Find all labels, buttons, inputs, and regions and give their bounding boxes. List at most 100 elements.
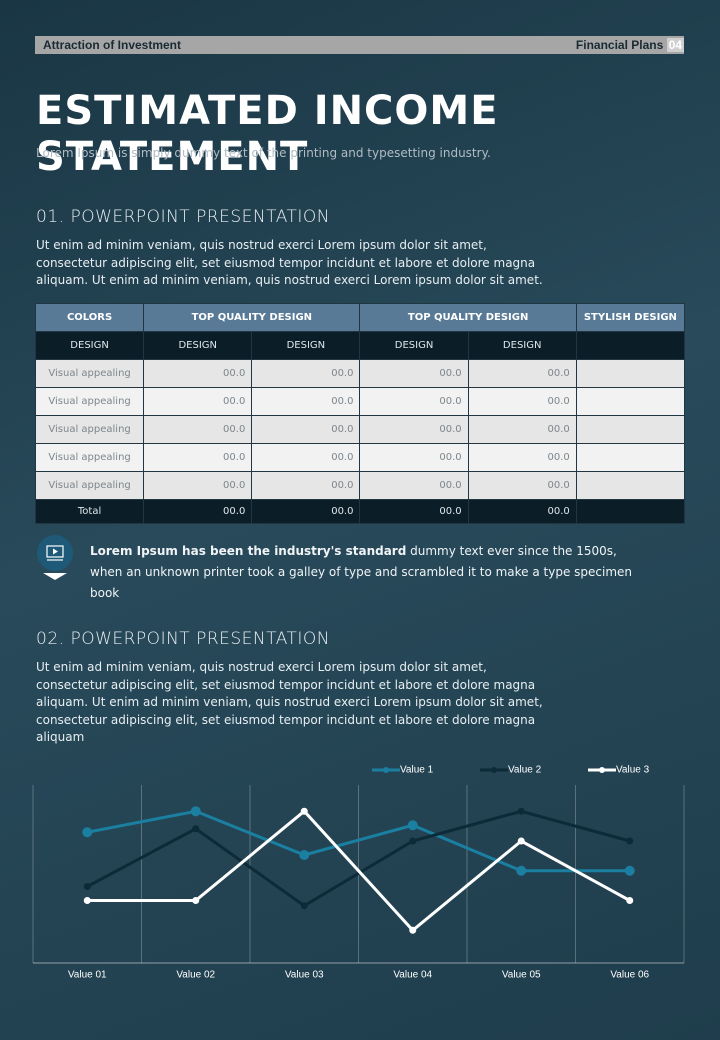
value-cell: 00.0 — [251, 387, 361, 416]
subheader-cell: DESIGN — [34, 331, 145, 360]
table-body: COLORS TOP QUALITY DESIGN TOP QUALITY DESI… — [34, 303, 686, 524]
point — [300, 807, 308, 815]
x-tick-label: Value 06 — [610, 970, 649, 981]
point — [192, 825, 200, 833]
legend-label: Value 3 — [616, 765, 650, 776]
point — [190, 806, 201, 817]
column-header: TOP QUALITY DESIGN — [143, 303, 361, 332]
point — [192, 897, 200, 904]
point — [517, 807, 525, 815]
point — [624, 865, 635, 876]
value-cell: 00.0 — [251, 359, 361, 388]
value-cell: 00.0 — [467, 387, 577, 416]
value-cell: 00.0 — [251, 443, 361, 472]
value-cell: 00.0 — [359, 443, 469, 472]
point — [300, 902, 308, 910]
empty-cell — [575, 415, 686, 444]
title: ESTIMATED INCOME STATEMENT — [36, 88, 499, 180]
page-number: 04 — [666, 38, 684, 52]
value-cell: 00.0 — [143, 415, 253, 444]
column-header: TOP QUALITY DESIGN — [359, 303, 577, 332]
callout: Lorem Ipsum has been the industry's stan… — [90, 541, 635, 604]
row-label: Visual appealing — [34, 359, 145, 388]
empty-cell — [575, 499, 686, 524]
callout-text: dummy text ever since the 1500s, when an… — [90, 544, 633, 600]
total-cell: 00.0 — [467, 499, 577, 524]
point — [409, 926, 417, 934]
row-label: Visual appealing — [34, 471, 145, 500]
point — [409, 837, 417, 845]
subheader-cell: DESIGN — [143, 331, 253, 360]
subtitle: Lorem Ipsum is simply dummy text of the … — [36, 146, 491, 160]
empty-cell — [575, 443, 686, 472]
empty-cell — [575, 387, 686, 416]
point — [82, 827, 93, 838]
value-cell: 00.0 — [359, 359, 469, 388]
icon-play — [53, 548, 58, 555]
point — [626, 837, 634, 845]
total-cell: 00.0 — [359, 499, 469, 524]
subheader-row: DESIGN DESIGN DESIGN DESIGN DESIGN — [34, 331, 686, 360]
empty-cell — [575, 331, 686, 360]
subheader-cell: DESIGN — [467, 331, 577, 360]
section-heading: 02. POWERPOINT PRESENTATION — [36, 629, 331, 649]
series-line — [87, 809, 631, 933]
total-label: Total — [34, 499, 145, 524]
table-row: Visual appealing 00.0 00.0 00.0 00.0 — [34, 443, 686, 472]
series-line — [86, 809, 631, 908]
legend-label: Value 1 — [400, 765, 434, 776]
point — [299, 850, 310, 860]
series-line — [86, 809, 630, 873]
empty-cell — [575, 471, 686, 500]
line-chart: Value 01 Value 02 Value 03 Value 04 Value 05… — [32, 765, 685, 981]
value-cell: 00.0 — [251, 415, 361, 444]
point — [407, 820, 418, 831]
icon-pointer — [43, 573, 67, 580]
subheader-cell: DESIGN — [251, 331, 361, 360]
row-label: Visual appealing — [34, 387, 145, 416]
x-tick-label: Value 03 — [285, 970, 324, 981]
column-header: COLORS — [34, 303, 145, 332]
x-tick-label: Value 01 — [68, 970, 107, 981]
value-cell: 00.0 — [143, 471, 253, 500]
row-label: Visual appealing — [34, 443, 145, 472]
point — [83, 883, 91, 890]
point — [517, 837, 525, 845]
value-cell: 00.0 — [359, 387, 469, 416]
legend-label: Value 2 — [508, 765, 542, 776]
value-cell: 00.0 — [359, 471, 469, 500]
header-left: Attraction of Investment — [43, 38, 182, 52]
legend-marker — [491, 767, 497, 773]
total-cell: 00.0 — [143, 499, 253, 524]
header-right: Financial Plans 04 — [576, 38, 684, 52]
value-cell: 00.0 — [467, 443, 577, 472]
x-tick-label: Value 02 — [176, 970, 215, 981]
total-cell: 00.0 — [251, 499, 361, 524]
icon-screen — [46, 545, 64, 558]
section-text: Ut enim ad minim veniam, quis nostrud ex… — [36, 238, 543, 287]
value-cell: 00.0 — [467, 415, 577, 444]
empty-cell — [575, 359, 686, 388]
legend-marker — [599, 767, 605, 773]
value-cell: 00.0 — [251, 471, 361, 500]
section-text: Ut enim ad minim veniam, quis nostrud ex… — [36, 660, 543, 744]
point — [626, 897, 634, 904]
value-cell: 00.0 — [467, 359, 577, 388]
value-cell: 00.0 — [143, 443, 253, 472]
header-right-text: Financial Plans — [575, 38, 664, 52]
value-cell: 00.0 — [143, 387, 253, 416]
table-row: Visual appealing 00.0 00.0 00.0 00.0 — [34, 415, 686, 444]
point — [516, 865, 527, 876]
header-bar: Attraction of Investment Financial Plans… — [35, 36, 684, 54]
header-row: COLORS TOP QUALITY DESIGN TOP QUALITY DESI… — [34, 303, 686, 332]
x-tick-label: Value 05 — [502, 970, 541, 981]
total-row: Total 00.0 00.0 00.0 00.0 — [34, 499, 686, 524]
callout-icon — [37, 535, 73, 580]
table-row: Visual appealing 00.0 00.0 00.0 00.0 — [34, 387, 686, 416]
x-tick-label: Value 04 — [393, 970, 432, 981]
value-cell: 00.0 — [467, 471, 577, 500]
section-heading: 01. POWERPOINT PRESENTATION — [36, 207, 331, 227]
row-label: Visual appealing — [34, 415, 145, 444]
table-row: Visual appealing 00.0 00.0 00.0 00.0 — [34, 359, 686, 388]
